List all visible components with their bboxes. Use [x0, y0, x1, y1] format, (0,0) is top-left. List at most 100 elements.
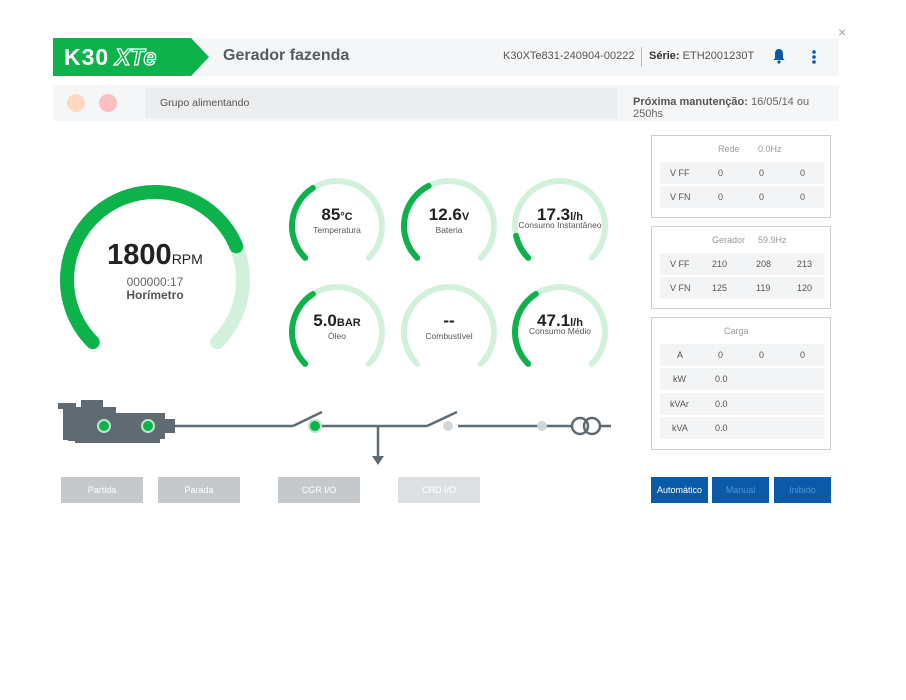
gauge-combustivel: -- Combustível: [401, 284, 497, 370]
gauge-label: Bateria: [435, 225, 463, 235]
row-value-l2: 0: [759, 350, 765, 360]
header-bar: K30 XTe Gerador fazenda K30XTe831-240904…: [53, 38, 839, 76]
maintenance-value: 16/05/14 ou 250hs: [633, 96, 810, 120]
gerador-title: Gerador: [712, 235, 746, 245]
gauge-temperatura: 85°C Temperatura: [289, 178, 385, 264]
gauge-label: Consumo Instantâneo: [518, 220, 602, 230]
breaker-cgr-blade: [292, 410, 323, 428]
gauge-value-row: 17.3l/h: [512, 205, 608, 225]
status-led-red: [99, 94, 117, 112]
gauge-value-row: 5.0BAR: [289, 311, 385, 331]
row-label: V FF: [670, 168, 690, 178]
rede-panel: Rede 0.0Hz V FF 0 0 0 V FN 0 0 0: [651, 135, 831, 218]
cgr-io-button[interactable]: CGR I/O: [278, 477, 360, 503]
row-value-total: 0.0: [715, 374, 728, 384]
row-label: A: [677, 350, 684, 360]
grid-indicator: [537, 421, 547, 431]
status-message: Grupo alimentando: [160, 97, 250, 109]
gauge-bateria: 12.6V Bateria: [401, 178, 497, 264]
gauge-arc: [512, 284, 608, 367]
generator-indicator-1: [97, 419, 111, 433]
inibido-button[interactable]: Inibido: [774, 477, 831, 503]
carga-row-kvar: kVAr 0.0: [660, 393, 824, 415]
gauge-value-row: 47.1l/h: [512, 311, 608, 331]
carga-row-kw: kW 0.0: [660, 368, 824, 390]
generator-icon: [58, 400, 175, 443]
row-value-l3: 120: [797, 283, 813, 293]
gauge-value: 12.6: [428, 205, 462, 224]
more-menu-icon[interactable]: [810, 48, 818, 66]
serie-info: Série: ETH2001230T: [649, 50, 754, 62]
rpm-unit: RPM: [171, 251, 203, 267]
svg-text:K30: K30: [64, 44, 109, 70]
parada-button[interactable]: Parada: [158, 477, 240, 503]
gauge-value: 85: [321, 205, 341, 224]
row-value-total: 0.0: [715, 423, 728, 433]
row-value-l1: 0: [718, 350, 724, 360]
row-label: V FF: [670, 259, 690, 269]
gauge-arc: [512, 178, 608, 261]
transformer-icon: [570, 416, 590, 436]
row-value-l3: 0: [800, 168, 806, 178]
row-label: kVAr: [670, 399, 689, 409]
row-label: V FN: [670, 283, 691, 293]
row-value-l1: 0: [718, 168, 724, 178]
status-bar: Grupo alimentando Próxima manutenção: 16…: [53, 85, 839, 121]
status-led-orange: [67, 94, 85, 112]
gauge-unit: BAR: [336, 317, 361, 329]
gerador-frequency: 59.9Hz: [758, 235, 787, 245]
row-value-l1: 125: [712, 283, 728, 293]
row-value-l2: 0: [759, 168, 765, 178]
partida-button[interactable]: Partida: [61, 477, 143, 503]
header-divider: [641, 47, 642, 67]
gauge-arc: [401, 284, 497, 367]
rede-row-vff: V FF 0 0 0: [660, 162, 824, 184]
carga-row-a: A 0 0 0: [660, 344, 824, 366]
crd-io-button[interactable]: CRD I/O: [398, 477, 480, 503]
gauge-value: --: [443, 311, 455, 330]
rpm-value: 1800: [107, 239, 172, 271]
gauge-unit: °C: [340, 211, 353, 223]
gauge-label: Óleo: [328, 331, 346, 341]
row-value-total: 0.0: [715, 399, 728, 409]
row-label: kW: [673, 374, 686, 384]
cgr-breaker-indicator: [308, 419, 322, 433]
row-value-l2: 208: [756, 259, 772, 269]
close-icon[interactable]: ×: [838, 24, 847, 40]
row-value-l3: 213: [797, 259, 813, 269]
hourmeter-value: 000000:17: [126, 275, 184, 289]
gauge-label: Temperatura: [313, 225, 361, 235]
row-value-l2: 0: [759, 192, 765, 202]
rpm-value-row: 1800RPM: [60, 239, 250, 272]
device-id: K30XTe831-240904-00222: [503, 50, 635, 62]
gauge-oleo: 5.0BAR Óleo: [289, 284, 385, 370]
gerador-row-vfn: V FN 125 119 120: [660, 277, 824, 299]
gerador-row-vff: V FF 210 208 213: [660, 253, 824, 275]
rpm-gauge-arc: [60, 185, 250, 350]
carga-row-kva: kVA 0.0: [660, 417, 824, 439]
gauge-arc: [289, 284, 385, 367]
bell-icon[interactable]: [772, 48, 786, 64]
row-value-l3: 0: [800, 192, 806, 202]
gauge-value: 47.1: [537, 311, 571, 330]
automatico-button[interactable]: Automático: [651, 477, 708, 503]
rede-frequency: 0.0Hz: [758, 144, 782, 154]
crd-breaker-indicator: [443, 421, 453, 431]
gauge-consumo-medio: 47.1l/h Consumo Médio: [512, 284, 608, 370]
serie-value: ETH2001230T: [682, 50, 755, 62]
row-value-l1: 0: [718, 192, 724, 202]
manual-button[interactable]: Manual: [712, 477, 769, 503]
hourmeter-label: Horímetro: [126, 288, 184, 302]
carga-panel: Carga A 0 0 0 kW 0.0 kVAr 0.0 kVA 0.0: [651, 317, 831, 450]
gerador-panel: Gerador 59.9Hz V FF 210 208 213 V FN 125…: [651, 226, 831, 309]
gauge-value: 5.0: [313, 311, 337, 330]
brand-logo: K30 XTe: [53, 38, 209, 76]
gauge-label: Combustível: [425, 331, 473, 341]
gauge-arc: [401, 178, 497, 261]
gauge-arc: [289, 178, 385, 261]
gauge-unit: l/h: [570, 317, 583, 329]
row-value-l3: 0: [800, 350, 806, 360]
next-maintenance: Próxima manutenção: 16/05/14 ou 250hs: [633, 96, 839, 120]
gauge-value-row: 85°C: [289, 205, 385, 225]
single-line-diagram: [58, 400, 611, 465]
